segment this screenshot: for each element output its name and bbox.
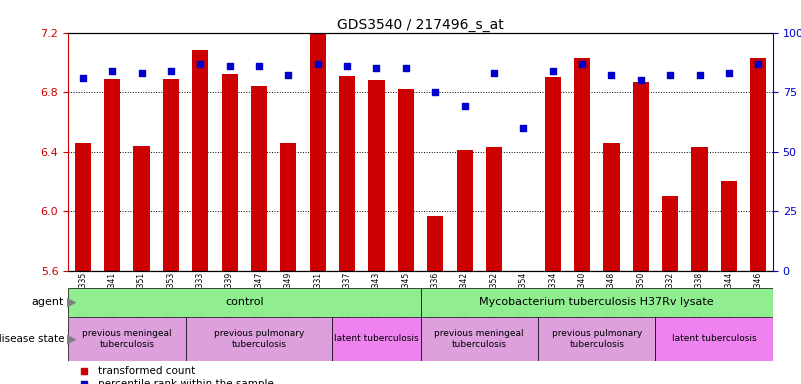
- Point: [664, 73, 677, 79]
- Bar: [662, 196, 678, 271]
- Point: [488, 70, 501, 76]
- Point: [400, 65, 413, 71]
- Bar: [68, 288, 421, 317]
- Bar: [633, 82, 649, 271]
- Legend: transformed count, percentile rank within the sample: transformed count, percentile rank withi…: [74, 366, 274, 384]
- Bar: [391, 271, 421, 361]
- Point: [312, 61, 324, 67]
- Point: [340, 63, 353, 69]
- Text: ▶: ▶: [67, 296, 77, 309]
- Bar: [68, 271, 98, 361]
- Point: [429, 89, 441, 95]
- Bar: [362, 271, 391, 361]
- Text: control: control: [225, 297, 264, 308]
- Point: [194, 61, 207, 67]
- Bar: [104, 79, 120, 271]
- Text: previous pulmonary
tuberculosis: previous pulmonary tuberculosis: [214, 329, 304, 349]
- Bar: [332, 317, 421, 361]
- Bar: [538, 317, 655, 361]
- Bar: [457, 150, 473, 271]
- Text: latent tuberculosis: latent tuberculosis: [672, 334, 756, 343]
- Bar: [251, 86, 267, 271]
- Bar: [743, 271, 773, 361]
- Bar: [545, 77, 561, 271]
- Bar: [368, 80, 384, 271]
- Bar: [597, 271, 626, 361]
- Point: [517, 125, 529, 131]
- Point: [223, 63, 236, 69]
- Bar: [156, 271, 186, 361]
- Point: [252, 63, 265, 69]
- Bar: [655, 317, 773, 361]
- Bar: [192, 51, 208, 271]
- Text: Mycobacterium tuberculosis H37Rv lysate: Mycobacterium tuberculosis H37Rv lysate: [480, 297, 714, 308]
- Point: [576, 61, 589, 67]
- Bar: [332, 271, 362, 361]
- Bar: [538, 271, 567, 361]
- Bar: [603, 143, 619, 271]
- Text: previous meningeal
tuberculosis: previous meningeal tuberculosis: [82, 329, 171, 349]
- Point: [752, 61, 765, 67]
- Point: [458, 103, 471, 109]
- Bar: [714, 271, 743, 361]
- Point: [135, 70, 148, 76]
- Point: [164, 68, 177, 74]
- Bar: [127, 271, 156, 361]
- Bar: [421, 271, 450, 361]
- Bar: [751, 58, 767, 271]
- Bar: [339, 76, 355, 271]
- Point: [605, 73, 618, 79]
- Bar: [574, 58, 590, 271]
- Point: [76, 75, 89, 81]
- Bar: [68, 317, 186, 361]
- Bar: [222, 74, 238, 271]
- Bar: [486, 147, 502, 271]
- Point: [546, 68, 559, 74]
- Bar: [74, 143, 91, 271]
- Point: [106, 68, 119, 74]
- Point: [723, 70, 735, 76]
- Text: latent tuberculosis: latent tuberculosis: [334, 334, 419, 343]
- Bar: [186, 271, 215, 361]
- Bar: [421, 288, 773, 317]
- Bar: [685, 271, 714, 361]
- Bar: [303, 271, 332, 361]
- Title: GDS3540 / 217496_s_at: GDS3540 / 217496_s_at: [337, 18, 504, 31]
- Text: previous pulmonary
tuberculosis: previous pulmonary tuberculosis: [552, 329, 642, 349]
- Bar: [509, 271, 538, 361]
- Point: [634, 77, 647, 83]
- Bar: [421, 317, 538, 361]
- Bar: [134, 146, 150, 271]
- Bar: [280, 143, 296, 271]
- Bar: [567, 271, 597, 361]
- Bar: [310, 33, 326, 271]
- Bar: [215, 271, 244, 361]
- Bar: [398, 89, 414, 271]
- Bar: [655, 271, 685, 361]
- Text: ▶: ▶: [67, 333, 77, 345]
- Bar: [691, 147, 707, 271]
- Point: [282, 73, 295, 79]
- Bar: [98, 271, 127, 361]
- Bar: [450, 271, 479, 361]
- Point: [693, 73, 706, 79]
- Text: agent: agent: [32, 297, 64, 308]
- Bar: [479, 271, 509, 361]
- Bar: [274, 271, 303, 361]
- Bar: [721, 181, 737, 271]
- Bar: [244, 271, 274, 361]
- Bar: [163, 79, 179, 271]
- Point: [370, 65, 383, 71]
- Text: disease state: disease state: [0, 334, 64, 344]
- Bar: [626, 271, 655, 361]
- Bar: [186, 317, 332, 361]
- Text: previous meningeal
tuberculosis: previous meningeal tuberculosis: [434, 329, 524, 349]
- Bar: [427, 216, 443, 271]
